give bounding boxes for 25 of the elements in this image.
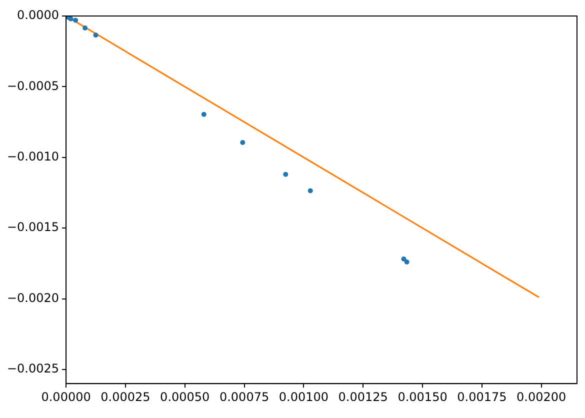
point — [240, 140, 246, 146]
point — [404, 260, 410, 265]
x-tick-label: 0.00125 — [338, 390, 388, 404]
y-tick-label: −0.0005 — [6, 78, 60, 93]
x-tick-label: 0.00050 — [160, 390, 210, 404]
point — [201, 112, 206, 117]
y-tick-label: −0.0010 — [6, 150, 60, 164]
x-tick-label: 0.00075 — [219, 390, 270, 404]
point — [308, 188, 313, 194]
x-tick-label: 0.00175 — [457, 390, 507, 404]
y-tick-label: −0.0025 — [6, 362, 60, 376]
point — [82, 26, 88, 31]
point — [283, 172, 288, 177]
x-tick-label: 0.00025 — [100, 390, 150, 404]
x-tick-label: 0.00200 — [516, 390, 566, 404]
y-tick-label: 0.0000 — [17, 8, 60, 22]
x-tick-label: 0.00100 — [278, 390, 329, 404]
x-tick-label: 0.00150 — [398, 390, 448, 404]
point — [401, 256, 406, 262]
point — [93, 32, 98, 38]
y-tick-label: −0.0015 — [6, 220, 60, 234]
point — [73, 18, 78, 23]
point — [68, 16, 74, 22]
y-tick-label: −0.0020 — [6, 290, 60, 305]
x-tick-label: 0.00000 — [41, 390, 91, 404]
